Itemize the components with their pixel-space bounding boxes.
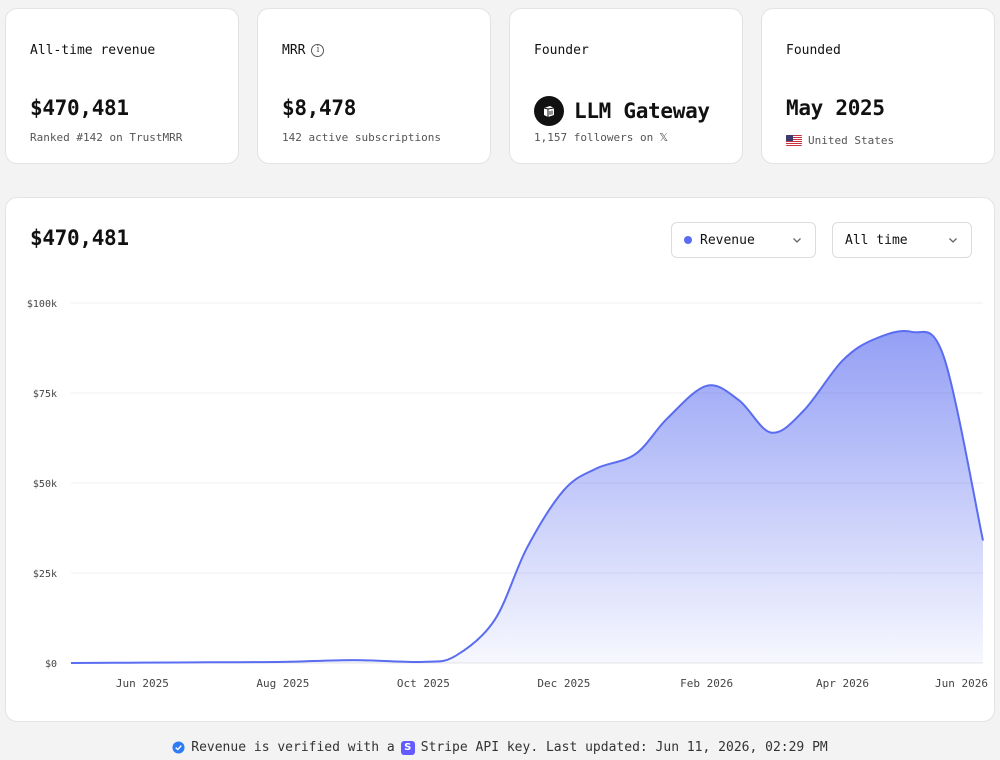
x-tick-label: Jun 2025 xyxy=(116,677,169,690)
stat-sub: 1,157 followers on 𝕏 xyxy=(534,131,668,144)
x-tick-label: Jun 2026 xyxy=(935,677,988,690)
y-tick-label: $25k xyxy=(33,569,57,580)
country-name: United States xyxy=(808,134,895,147)
stat-value: $470,481 xyxy=(30,96,129,120)
stat-card-founder[interactable]: Founder LLM Gateway 1,157 followers on 𝕏 xyxy=(509,8,743,164)
stat-title-row: MRR i xyxy=(282,43,325,58)
footer-text-before: Revenue is verified with a xyxy=(191,740,395,755)
stat-card-revenue: All-time revenue $470,481 Ranked #142 on… xyxy=(5,8,239,164)
stat-title: Founder xyxy=(534,43,589,58)
stat-value: $8,478 xyxy=(282,96,357,120)
stat-sub: United States xyxy=(786,134,894,147)
verification-footer: Revenue is verified with a S Stripe API … xyxy=(0,740,1000,755)
x-icon[interactable]: 𝕏 xyxy=(659,131,669,144)
stat-sub: Ranked #142 on TrustMRR xyxy=(30,131,183,144)
us-flag-icon xyxy=(786,135,802,146)
stat-sub: 142 active subscriptions xyxy=(282,131,441,144)
y-tick-label: $50k xyxy=(33,479,57,490)
stat-title: MRR xyxy=(282,43,306,58)
range-select[interactable]: All time xyxy=(832,222,972,258)
verified-check-icon xyxy=(172,741,185,754)
stripe-icon: S xyxy=(400,740,415,755)
founder-row[interactable]: LLM Gateway xyxy=(534,96,710,126)
footer-text-after: Stripe API key. Last updated: Jun 11, 20… xyxy=(420,740,828,755)
revenue-chart-card: $470,481 Revenue All time $0 $25k $50k $75k… xyxy=(5,197,995,722)
revenue-area-fill xyxy=(71,330,983,663)
x-tick-label: Apr 2026 xyxy=(816,677,869,690)
stat-card-founded: Founded May 2025 United States xyxy=(761,8,995,164)
chevron-down-icon xyxy=(949,238,957,243)
x-tick-label: Aug 2025 xyxy=(256,677,309,690)
stat-title: All-time revenue xyxy=(30,43,156,58)
chart-total: $470,481 xyxy=(30,226,129,250)
y-tick-label: $75k xyxy=(33,389,57,400)
stat-value: May 2025 xyxy=(786,96,885,120)
range-select-value: All time xyxy=(845,232,908,248)
metric-select[interactable]: Revenue xyxy=(671,222,816,258)
stat-title: Founded xyxy=(786,43,841,58)
series-dot-icon xyxy=(684,236,692,244)
revenue-line xyxy=(70,329,984,664)
y-tick-label: $0 xyxy=(45,659,57,670)
y-tick-label: $100k xyxy=(27,299,57,310)
info-icon[interactable]: i xyxy=(311,44,325,57)
chevron-down-icon xyxy=(793,238,801,243)
followers-text: 1,157 followers on xyxy=(534,131,654,144)
metric-select-value: Revenue xyxy=(700,232,755,248)
revenue-area-chart[interactable]: $0 $25k $50k $75k $100k Jun 2025 Aug 2025 Oct 2… xyxy=(6,198,994,721)
x-tick-label: Oct 2025 xyxy=(397,677,450,690)
founder-name: LLM Gateway xyxy=(574,99,710,123)
x-tick-label: Feb 2026 xyxy=(680,677,733,690)
stat-card-mrr: MRR i $8,478 142 active subscriptions xyxy=(257,8,491,164)
x-tick-label: Dec 2025 xyxy=(537,677,590,690)
gateway-logo-icon xyxy=(534,96,564,126)
